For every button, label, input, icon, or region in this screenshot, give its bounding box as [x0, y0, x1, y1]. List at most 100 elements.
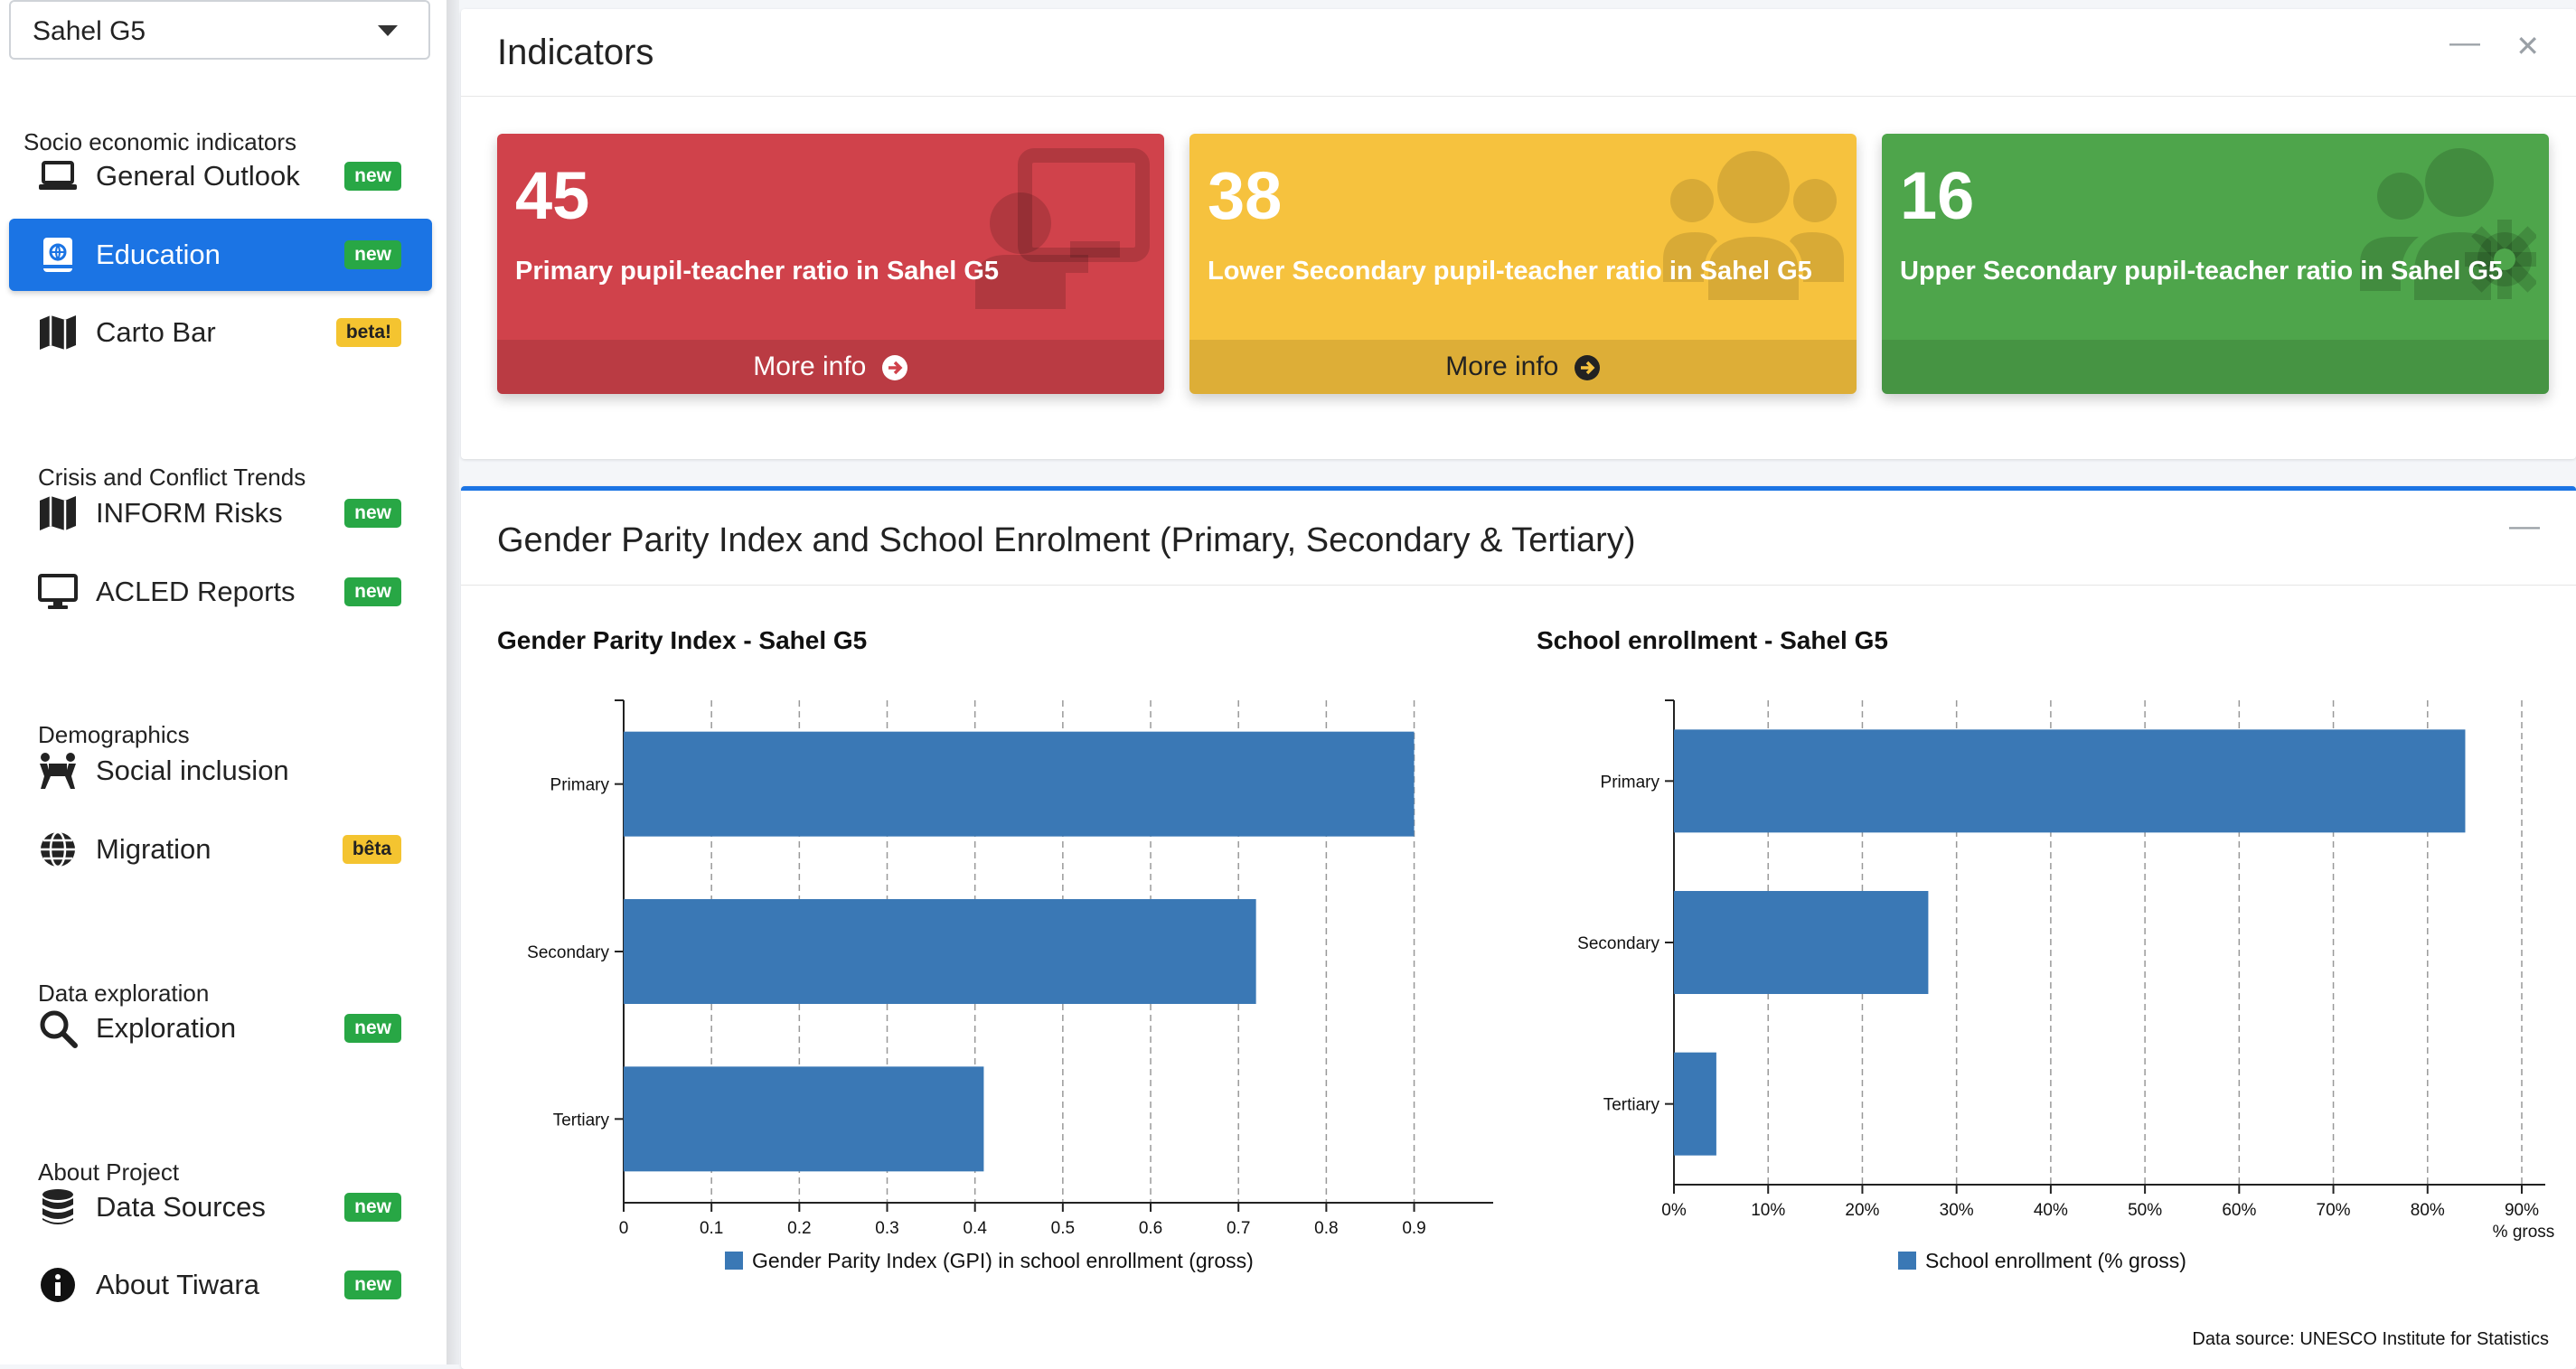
lower-secondary-ratio-text: Lower Secondary pupil-teacher ratio in S…	[1208, 257, 1812, 286]
bar-primary	[624, 731, 1415, 837]
sidebar-item-label: ACLED Reports	[96, 576, 296, 607]
x-tick-label: 0.9	[1402, 1219, 1425, 1238]
primary-more-info-link[interactable]: More info	[497, 340, 1164, 394]
bar-tertiary	[1674, 1052, 1716, 1156]
laptop-icon	[38, 156, 78, 196]
y-tick-label: Primary	[550, 776, 610, 795]
upper-secondary-ratio-text: Upper Secondary pupil-teacher ratio in S…	[1900, 257, 2504, 286]
map-icon	[38, 493, 78, 533]
indicators-card-header: Indicators — ✕	[461, 9, 2576, 97]
sidebar-item-label: About Tiwara	[96, 1269, 259, 1300]
status-badge: new	[344, 577, 401, 606]
minimize-icon[interactable]: —	[2509, 509, 2540, 543]
x-tick-label: 40%	[2034, 1201, 2068, 1220]
x-tick-label: 50%	[2128, 1201, 2162, 1220]
x-tick-label: 0	[619, 1219, 629, 1238]
y-tick-label: Tertiary	[1603, 1096, 1660, 1115]
more-info-label: More info	[753, 352, 867, 381]
sidebar-item-label: INFORM Risks	[96, 497, 283, 529]
upper-secondary-ratio-box: 16 Upper Secondary pupil-teacher ratio i…	[1882, 134, 2549, 394]
x-tick-label: 70%	[2317, 1201, 2351, 1220]
chalkboard-teacher-icon	[975, 148, 1150, 309]
status-badge: beta!	[335, 318, 401, 347]
sidebar-item-general-outlook[interactable]: General Outlook new	[9, 140, 432, 212]
primary-ratio-box: 45 Primary pupil-teacher ratio in Sahel …	[497, 134, 1164, 394]
sidebar-item-about-tiwara[interactable]: About Tiwara new	[9, 1249, 432, 1321]
sidebar-item-label: Education	[96, 239, 221, 270]
arrow-circle-right-icon	[1574, 355, 1600, 381]
y-tick-label: Secondary	[527, 943, 609, 962]
sidebar-section-title: Data exploration	[38, 980, 210, 1007]
legend-label: School enrollment (% gross)	[1925, 1249, 2186, 1272]
legend-swatch	[725, 1252, 743, 1270]
x-tick-label: 90%	[2505, 1201, 2539, 1220]
sidebar-item-carto-bar[interactable]: Carto Bar beta!	[9, 296, 432, 369]
primary-ratio-value: 45	[515, 158, 590, 233]
book-icon	[38, 235, 78, 275]
upper-secondary-ratio-value: 16	[1900, 158, 1975, 233]
x-tick-label: 0.5	[1051, 1219, 1075, 1238]
sidebar-item-acled-reports[interactable]: ACLED Reports new	[9, 556, 432, 628]
sidebar-section-title: Demographics	[38, 721, 190, 748]
bar-tertiary	[624, 1066, 984, 1172]
sidebar-item-inform-risks[interactable]: INFORM Risks new	[9, 477, 432, 549]
gpi-bar-chart: 0 0.1 0.2 0.3 0.4 0.5 0.6 0.7 0.8 0.9 Primary Secon…	[527, 699, 1493, 1272]
region-select[interactable]: Sahel G5	[9, 0, 430, 60]
close-icon[interactable]: ✕	[2515, 30, 2540, 62]
primary-ratio-text: Primary pupil-teacher ratio in Sahel G5	[515, 257, 1000, 286]
x-tick-label: 0.8	[1314, 1219, 1338, 1238]
status-badge: new	[344, 1193, 401, 1222]
gpi-card-header: Gender Parity Index and School Enrolment…	[461, 491, 2576, 586]
sidebar-item-social-inclusion[interactable]: Social inclusion	[9, 735, 432, 807]
gpi-chart-title: Gender Parity Index - Sahel G5	[497, 626, 868, 654]
gpi-enrolment-card: Gender Parity Index and School Enrolment…	[461, 486, 2576, 1369]
upper-secondary-footer	[1882, 340, 2549, 394]
status-badge: new	[344, 240, 401, 269]
legend-swatch	[1898, 1252, 1916, 1270]
sidebar-item-label: Social inclusion	[96, 755, 289, 786]
database-icon	[38, 1187, 78, 1227]
sidebar-item-data-sources[interactable]: Data Sources new	[9, 1171, 432, 1243]
sidebar-section-title: Socio economic indicators	[24, 128, 297, 155]
status-badge: new	[344, 162, 401, 191]
sidebar-divider	[447, 0, 459, 1364]
indicators-card: Indicators — ✕ 45 Primary pupil-teacher …	[461, 9, 2576, 459]
sidebar-item-label: Migration	[96, 833, 212, 865]
x-tick-label: 80%	[2411, 1201, 2445, 1220]
x-tick-label: 30%	[1940, 1201, 1974, 1220]
users-icon	[1663, 151, 1844, 300]
lower-secondary-more-info-link[interactable]: More info	[1189, 340, 1857, 394]
sidebar-item-exploration[interactable]: Exploration new	[9, 992, 432, 1064]
gpi-panel-title: Gender Parity Index and School Enrolment…	[497, 521, 1636, 559]
sidebar-item-education[interactable]: Education new	[9, 219, 432, 291]
people-carry-icon	[38, 751, 78, 791]
map-icon	[38, 313, 78, 352]
data-source-note: Data source: UNESCO Institute for Statis…	[2192, 1329, 2549, 1349]
sidebar-item-label: General Outlook	[96, 160, 300, 192]
sidebar-item-migration[interactable]: Migration bêta	[9, 813, 432, 886]
x-tick-label: 0%	[1661, 1201, 1687, 1220]
x-tick-label: 60%	[2222, 1201, 2256, 1220]
region-select-value: Sahel G5	[33, 16, 146, 46]
globe-icon	[38, 830, 78, 869]
bar-secondary	[1674, 891, 1929, 994]
sidebar-section-title: Crisis and Conflict Trends	[38, 464, 306, 491]
x-tick-label: 0.2	[787, 1219, 811, 1238]
lower-secondary-ratio-value: 38	[1208, 158, 1283, 233]
indicators-title: Indicators	[497, 33, 654, 72]
arrow-circle-right-icon	[881, 355, 907, 381]
more-info-label: More info	[1445, 352, 1559, 381]
chevron-down-icon[interactable]	[378, 25, 398, 36]
x-tick-label: 0.1	[700, 1219, 723, 1238]
status-badge: bêta	[342, 835, 401, 864]
lower-secondary-ratio-box: 38 Lower Secondary pupil-teacher ratio i…	[1189, 134, 1857, 394]
sidebar-item-label: Exploration	[96, 1012, 237, 1044]
bar-secondary	[624, 899, 1256, 1004]
y-tick-label: Secondary	[1577, 934, 1659, 953]
status-badge: new	[344, 1271, 401, 1299]
enrollment-bar-chart: 0% 10% 20% 30% 40% 50% 60% 70% 80% 90% % gross Prim…	[1577, 699, 2554, 1272]
users-cog-icon	[2360, 148, 2536, 300]
minimize-icon[interactable]: —	[2449, 25, 2480, 60]
x-tick-label: 0.7	[1227, 1219, 1250, 1238]
search-icon	[38, 1008, 78, 1048]
